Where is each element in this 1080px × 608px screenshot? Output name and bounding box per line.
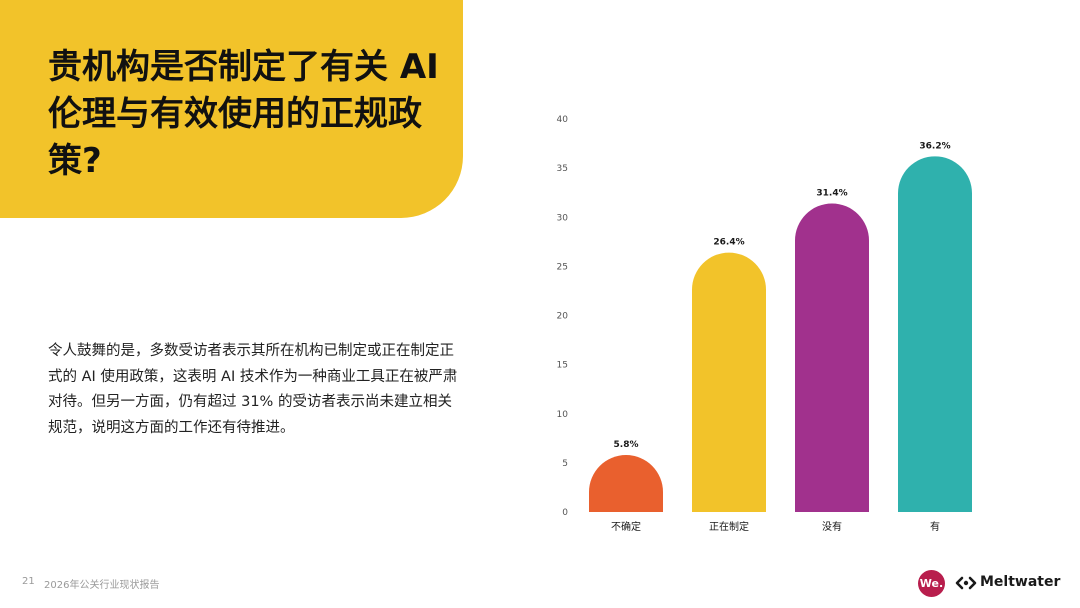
bar <box>795 203 869 512</box>
x-tick-label: 有 <box>930 520 940 533</box>
y-tick-label: 35 <box>557 164 568 174</box>
y-tick-label: 10 <box>557 410 569 420</box>
data-label: 31.4% <box>816 188 847 198</box>
brand-name: Meltwater <box>980 574 1061 590</box>
x-tick-label: 没有 <box>822 520 842 533</box>
data-label: 26.4% <box>713 238 744 248</box>
body-paragraph: 令人鼓舞的是，多数受访者表示其所在机构已制定或正在制定正式的 AI 使用政策，这… <box>48 343 458 436</box>
y-tick-label: 5 <box>562 459 568 469</box>
y-tick-label: 40 <box>557 115 569 125</box>
meltwater-logo-icon <box>955 576 977 590</box>
bar <box>589 455 663 512</box>
bar <box>692 252 766 513</box>
y-tick-label: 30 <box>557 213 569 223</box>
data-label: 36.2% <box>919 141 950 151</box>
x-tick-label: 正在制定 <box>709 520 749 533</box>
data-label: 5.8% <box>614 440 639 450</box>
page-number: 21 <box>22 576 35 587</box>
page-title: 贵机构是否制定了有关 AI 伦理与有效使用的正规政策? <box>48 47 439 181</box>
title-panel: 贵机构是否制定了有关 AI 伦理与有效使用的正规政策? <box>0 0 463 218</box>
bar <box>898 156 972 512</box>
y-tick-label: 20 <box>557 312 569 322</box>
report-title: 2026年公关行业现状报告 <box>44 580 160 591</box>
we-logo: We. <box>918 570 945 597</box>
x-tick-label: 不确定 <box>611 520 641 533</box>
y-tick-label: 0 <box>562 508 568 518</box>
y-tick-label: 15 <box>557 361 568 371</box>
bar-chart: 0 5 10 15 20 25 30 35 40 5.8% 不确定 26.4% 正在制定 31.4% 没有 3… <box>557 115 972 533</box>
y-tick-label: 25 <box>557 262 568 272</box>
